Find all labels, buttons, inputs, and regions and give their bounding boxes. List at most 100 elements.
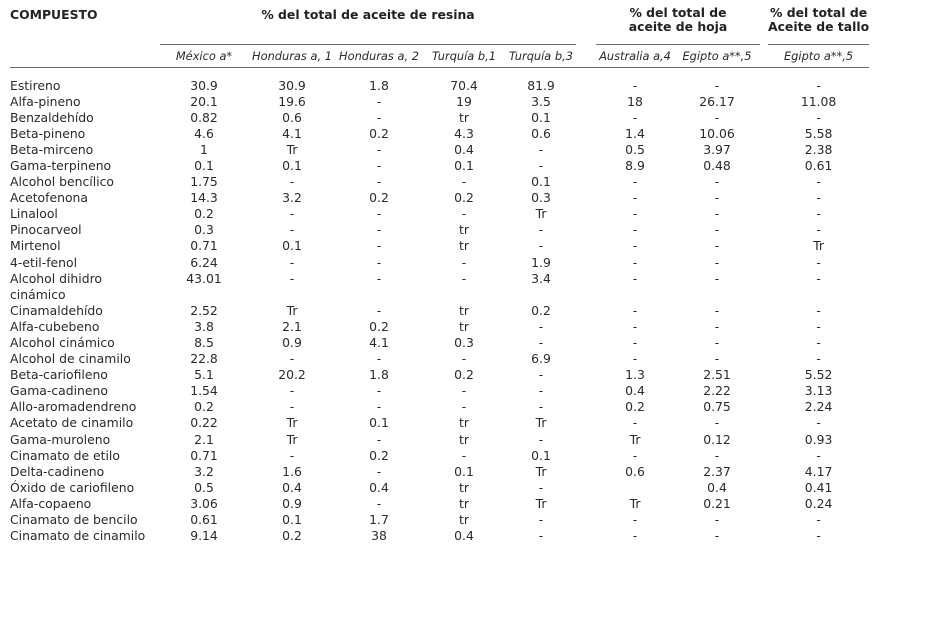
stem-oil-header-line2: Aceite de tallo [768, 19, 870, 34]
value-cell: - [289, 383, 295, 399]
value-cell: - [632, 512, 638, 528]
table-row: Alcohol dihidro cinámico 43.01 - - - 3.4 - - - [10, 271, 869, 303]
table-row: Cinamato de etilo 0.71 - 0.2 - 0.1 - - - [10, 448, 869, 464]
column-gap [760, 464, 768, 480]
value-cell: 26.17 [699, 93, 735, 109]
value-cell: - [376, 495, 382, 511]
stem-oil-group-header: % del total de Aceite de tallo [768, 6, 869, 44]
value-cell: 0.4 [454, 528, 474, 544]
value-cell: - [289, 254, 295, 270]
column-gap [760, 190, 768, 206]
column-gap [576, 335, 596, 351]
value-cell: Tr [286, 415, 298, 431]
blank-header-cell [10, 44, 160, 68]
value-cell: - [289, 206, 295, 222]
value-cell: - [376, 254, 382, 270]
column-gap [760, 174, 768, 190]
value-cell: - [632, 318, 638, 334]
value-cell: - [714, 318, 720, 334]
compound-name: 4-etil-fenol [10, 254, 78, 270]
value-cell: - [714, 206, 720, 222]
value-cell: - [376, 399, 382, 415]
value-cell: - [816, 351, 821, 367]
column-gap [576, 271, 596, 303]
value-cell: 3.2 [194, 463, 214, 479]
value-cell: - [376, 463, 382, 479]
value-cell: - [538, 238, 544, 254]
table-row: Óxido de cariofileno 0.5 0.4 0.4 tr - 0.4 0.41 [10, 480, 869, 496]
value-cell: 4.1 [369, 335, 389, 350]
compound-name: Estireno [10, 77, 61, 93]
value-cell: - [376, 174, 382, 190]
value-cell: 5.52 [804, 367, 833, 383]
table-row: Acetofenona 14.3 3.2 0.2 0.2 0.3 - - - [10, 190, 869, 206]
column-gap [760, 303, 768, 319]
column-gap [760, 496, 768, 512]
value-cell: - [289, 270, 295, 286]
column-gap [760, 351, 768, 367]
value-cell: 1.6 [282, 463, 302, 479]
composition-table: COMPUESTO % del total de aceite de resin… [10, 6, 870, 544]
value-cell: 20.1 [190, 93, 218, 109]
value-cell: Tr [535, 415, 547, 431]
value-cell: - [714, 77, 720, 93]
leaf-oil-header-line2: aceite de hoja [628, 19, 728, 34]
table-row: Gama-cadineno 1.54 - - - - 0.4 2.22 3.13 [10, 383, 869, 399]
compound-name: Alcohol bencílico [10, 174, 115, 190]
column-gap [576, 94, 596, 110]
column-gap [760, 480, 768, 496]
value-cell: 0.2 [369, 190, 389, 206]
value-cell: 2.37 [703, 463, 731, 479]
value-cell: - [376, 109, 382, 125]
value-cell: 5.1 [194, 367, 214, 383]
value-cell: 11.08 [800, 93, 837, 109]
value-cell: - [632, 270, 638, 286]
column-gap [576, 351, 596, 367]
compound-name: Alcohol dihidro cinámico [10, 270, 102, 302]
value-cell: 20.2 [278, 367, 306, 383]
value-cell: 0.4 [282, 479, 302, 495]
column-gap [760, 512, 768, 528]
value-cell: 0.1 [282, 157, 302, 173]
value-cell: 0.82 [190, 109, 218, 125]
value-cell: 0.48 [703, 157, 731, 173]
value-cell: 4.3 [454, 125, 474, 141]
stem-oil-header-line1: % del total de [769, 5, 868, 20]
value-cell: - [376, 302, 382, 318]
value-cell: Tr [813, 238, 824, 254]
value-cell: - [538, 141, 544, 157]
value-cell: - [816, 270, 821, 286]
value-cell: 0.1 [369, 415, 389, 431]
column-gap [760, 367, 768, 383]
value-cell: - [461, 383, 467, 399]
value-cell: 3.97 [703, 141, 731, 157]
column-gap [760, 94, 768, 110]
value-cell: 1.54 [190, 383, 218, 399]
value-cell: tr [459, 238, 469, 254]
value-cell: - [538, 367, 544, 383]
value-cell: 6.9 [531, 351, 551, 367]
compound-name: Beta-cariofileno [10, 367, 108, 383]
table-row: Cinamaldehído 2.52 Tr - tr 0.2 - - - [10, 303, 869, 319]
value-cell: 4.17 [804, 463, 833, 479]
column-gap [760, 399, 768, 415]
value-cell: tr [459, 431, 469, 447]
value-cell: - [816, 335, 821, 350]
value-cell: 18 [627, 93, 643, 109]
value-cell: - [461, 254, 467, 270]
value-cell: tr [459, 415, 469, 431]
value-cell: 0.2 [369, 125, 389, 141]
col-header-egipto-5-leaf: Egipto a**,5 [674, 43, 760, 68]
value-cell: 1.8 [369, 367, 389, 383]
column-gap [760, 78, 768, 94]
column-gap [576, 78, 596, 94]
value-cell: 0.3 [194, 222, 214, 238]
table-row: Beta-pineno 4.6 4.1 0.2 4.3 0.6 1.4 10.06 5.58 [10, 126, 869, 142]
value-cell: - [714, 512, 720, 528]
value-cell: - [816, 222, 821, 238]
table-row: Alcohol de cinamilo 22.8 - - - 6.9 - - - [10, 351, 869, 367]
value-cell: 3.13 [804, 383, 833, 399]
value-cell: 3.2 [282, 190, 302, 206]
value-cell: Tr [629, 431, 641, 447]
value-cell: - [538, 431, 544, 447]
